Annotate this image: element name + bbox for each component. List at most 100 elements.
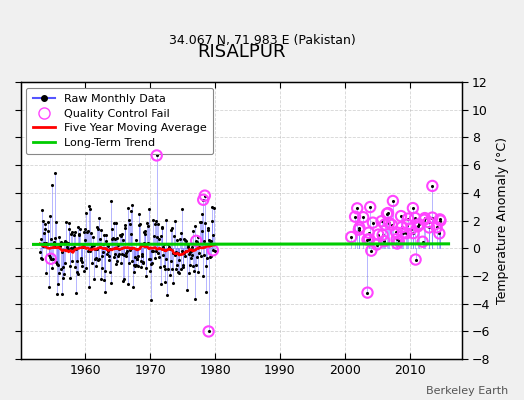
Point <box>158 224 166 230</box>
Point <box>71 246 80 252</box>
Point <box>176 266 184 272</box>
Point <box>75 231 83 238</box>
Point <box>120 252 128 259</box>
Point <box>364 230 373 236</box>
Point <box>55 270 63 276</box>
Point <box>136 220 144 227</box>
Point <box>36 249 44 256</box>
Point <box>165 244 173 250</box>
Point <box>46 213 54 219</box>
Point <box>95 214 103 221</box>
Point <box>192 238 200 244</box>
Point <box>143 272 151 279</box>
Point <box>72 258 81 264</box>
Point <box>157 225 166 232</box>
Point <box>151 248 160 254</box>
Point <box>185 262 194 269</box>
Point <box>62 219 71 225</box>
Point <box>204 328 213 335</box>
Point <box>67 245 75 251</box>
Point <box>135 211 143 218</box>
Point <box>162 217 170 224</box>
Point <box>100 232 108 238</box>
Point <box>97 265 106 271</box>
Point <box>38 207 46 213</box>
Point <box>79 244 88 250</box>
Point <box>111 251 119 257</box>
Point <box>424 219 433 225</box>
Point <box>82 210 90 216</box>
Point <box>140 240 148 246</box>
Point <box>59 264 68 270</box>
Point <box>133 256 141 262</box>
Point <box>92 263 100 270</box>
Point <box>124 205 132 211</box>
Point <box>66 275 74 282</box>
Point <box>131 263 139 269</box>
Point <box>121 225 129 231</box>
Point <box>160 241 168 247</box>
Point <box>420 217 429 223</box>
Point <box>171 218 179 224</box>
Point <box>106 269 114 275</box>
Point <box>209 247 217 254</box>
Point <box>121 222 129 228</box>
Point <box>184 244 192 250</box>
Point <box>194 234 203 240</box>
Point <box>367 248 376 254</box>
Point <box>139 229 148 235</box>
Point <box>384 210 392 216</box>
Point <box>399 229 407 236</box>
Point <box>167 258 176 264</box>
Point <box>206 238 215 244</box>
Point <box>436 217 445 224</box>
Point <box>392 236 401 242</box>
Point <box>124 260 133 266</box>
Point <box>366 204 374 210</box>
Point <box>99 249 107 255</box>
Point <box>146 256 154 263</box>
Point <box>111 236 119 242</box>
Point <box>78 259 86 266</box>
Point <box>91 246 100 252</box>
Point <box>363 236 372 243</box>
Point <box>178 248 186 254</box>
Point <box>411 215 419 221</box>
Point <box>152 152 161 159</box>
Point <box>58 249 67 255</box>
Point <box>374 231 383 238</box>
Point <box>209 247 217 254</box>
Point <box>369 220 377 226</box>
Point <box>122 250 130 256</box>
Point <box>84 227 92 234</box>
Point <box>174 250 182 256</box>
Point <box>37 255 45 262</box>
Point <box>78 263 86 269</box>
Point <box>353 205 362 212</box>
Point <box>134 263 143 270</box>
Point <box>182 237 190 244</box>
Point <box>355 224 364 231</box>
Point <box>150 255 159 261</box>
Point <box>380 221 389 228</box>
Point <box>86 206 94 213</box>
Point <box>145 206 154 213</box>
Point <box>414 221 423 227</box>
Point <box>205 240 214 246</box>
Point <box>87 230 95 236</box>
Point <box>157 233 165 239</box>
Point <box>168 266 177 272</box>
Point <box>419 238 427 245</box>
Point <box>153 233 161 240</box>
Point <box>206 254 214 260</box>
Point <box>122 253 130 260</box>
Point <box>389 198 397 204</box>
Point <box>65 219 73 226</box>
Point <box>50 235 59 241</box>
Point <box>110 254 118 260</box>
Point <box>166 272 174 278</box>
Point <box>98 253 106 259</box>
Point <box>60 240 69 246</box>
Point <box>144 240 152 246</box>
Point <box>166 246 174 252</box>
